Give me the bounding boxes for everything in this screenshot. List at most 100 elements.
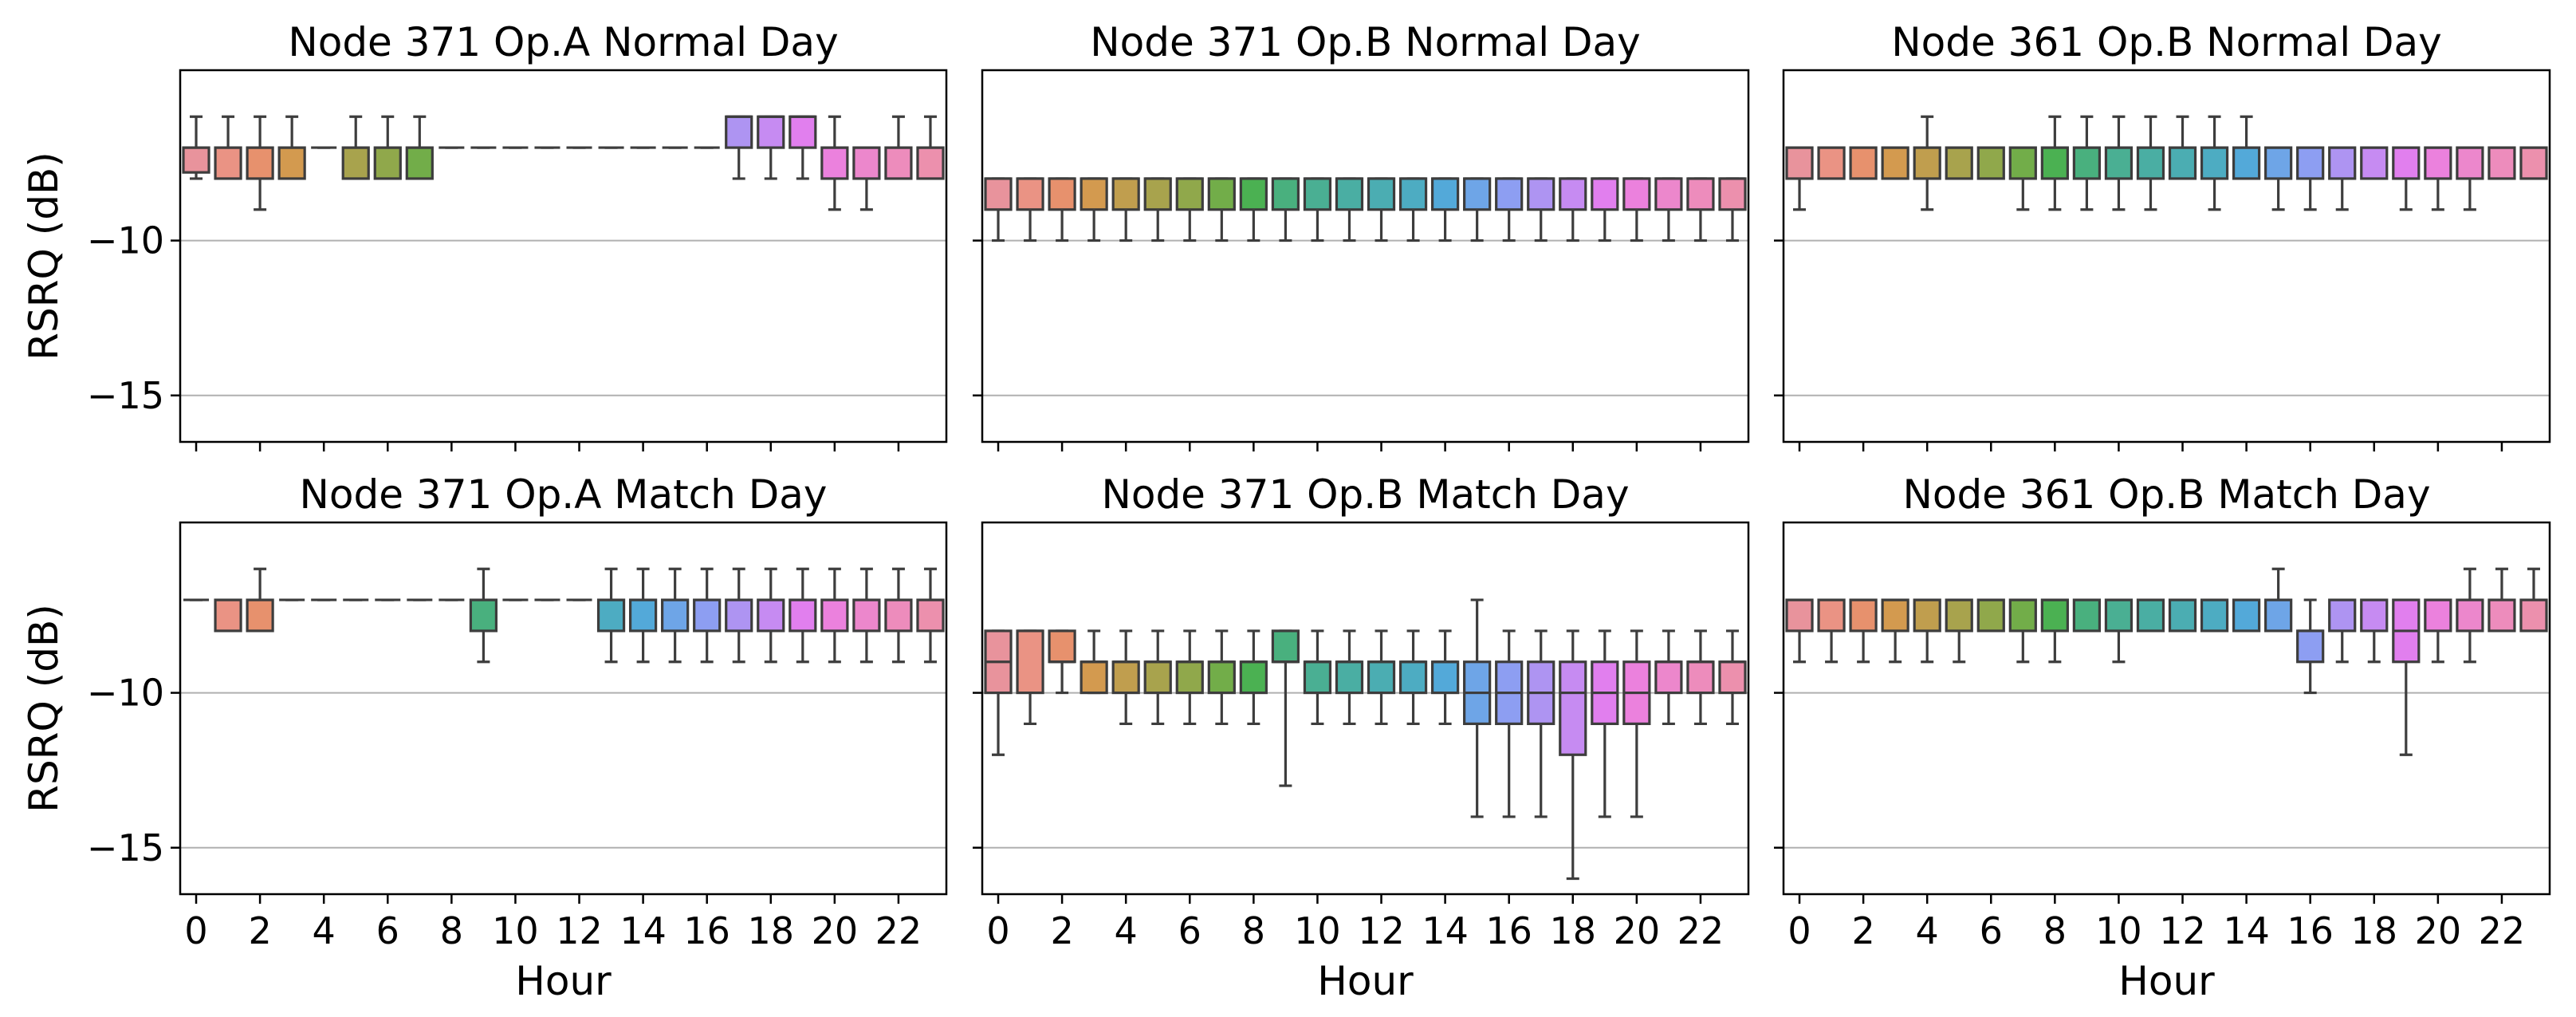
box-hour-2 [1048,629,1076,664]
x-tick-label: 18 [2350,909,2397,952]
box-hour-7 [405,146,434,180]
box-hour-23 [1718,177,1747,211]
box-hour-18 [757,598,785,633]
x-tick-label: 16 [1485,909,1532,952]
box-hour-2 [246,598,274,633]
subplot-title: Node 371 Op.B Match Day [1101,471,1629,518]
box-hour-17 [1527,177,1555,211]
box-hour-20 [1622,177,1651,211]
subplot-2: Node 371 Op.B Normal Day [973,19,1750,451]
box-hour-5 [1945,146,1973,180]
x-tick-label: 2 [1050,909,1073,952]
x-tick-label: 20 [1614,909,1661,952]
box-hour-15 [661,598,690,633]
box-hour-4 [1111,660,1140,695]
box-hour-4 [1913,146,1941,180]
box-hour-8 [2040,146,2069,180]
box-hour-19 [2392,146,2421,180]
y-axis-label: RSRQ (dB) [21,604,67,813]
box-hour-10 [1303,660,1332,695]
box-hour-21 [2456,598,2484,633]
box-hour-15 [2264,598,2293,633]
x-tick-label: 6 [376,909,399,952]
box-hour-12 [1367,177,1396,211]
box-hour-15 [1463,177,1492,211]
box-hour-23 [1718,660,1747,695]
box-hour-7 [1207,660,1236,695]
box-hour-21 [852,146,881,180]
box-hour-11 [2136,598,2165,633]
box-hour-6 [1976,146,2005,180]
x-tick-label: 18 [747,909,794,952]
axes-frame [981,521,1750,896]
box-hour-11 [1335,660,1364,695]
box-hour-6 [1175,660,1204,695]
box-hour-10 [1303,177,1332,211]
x-tick-label: 22 [1677,909,1725,952]
box-hour-17 [2328,146,2357,180]
box-hour-22 [1686,177,1715,211]
axes-frame [179,69,948,443]
x-tick-label: 8 [2043,909,2067,952]
box-hour-5 [341,146,370,180]
box-hour-6 [1976,598,2005,633]
x-tick-label: 10 [1294,909,1341,952]
axes-frame [1782,521,2551,896]
x-tick-label: 12 [556,909,603,952]
box-hour-17 [725,115,753,149]
x-tick-label: 10 [2095,909,2142,952]
y-tick-label: −10 [87,672,164,715]
box-hour-5 [1143,660,1172,695]
box-hour-11 [1335,177,1364,211]
box-hour-6 [1175,177,1204,211]
box-hour-3 [1080,177,1108,211]
axes-frame [1782,69,2551,443]
subplot-3: Node 361 Op.B Normal Day [1774,19,2551,451]
box-hour-22 [884,146,913,180]
box-hour-13 [1398,177,1428,211]
box-hour-17 [2328,598,2357,633]
y-tick-label: −10 [87,219,164,262]
box-hour-9 [469,598,498,633]
box-hour-16 [1495,177,1524,211]
box-hour-18 [1559,660,1587,756]
subplot-title: Node 371 Op.A Match Day [300,471,828,518]
box-hour-8 [2040,598,2069,633]
box-hour-7 [1207,177,1236,211]
x-tick-label: 6 [1178,909,1201,952]
axes-frame [981,69,1750,443]
x-tick-label: 0 [1787,909,1811,952]
subplot-title: Node 361 Op.B Normal Day [1891,19,2441,65]
box-hour-10 [2104,598,2134,633]
x-tick-label: 16 [2287,909,2334,952]
box-hour-14 [2232,598,2261,633]
axes-frame [179,521,948,896]
box-hour-23 [2519,146,2548,180]
x-tick-label: 14 [1422,909,1469,952]
x-tick-label: 4 [1916,909,1939,952]
box-hour-12 [2168,146,2197,180]
box-hour-2 [246,146,274,180]
box-hour-20 [820,598,849,633]
box-hour-17 [725,598,753,633]
subplot-title: Node 361 Op.B Match Day [1902,471,2430,518]
x-tick-label: 2 [1851,909,1874,952]
box-hour-5 [1945,598,1973,633]
y-tick-label: −15 [87,826,164,869]
box-hour-14 [2232,146,2261,180]
box-hour-22 [2488,598,2516,633]
box-hour-3 [1881,598,1909,633]
box-hour-7 [2008,146,2037,180]
x-tick-label: 14 [2223,909,2270,952]
y-axis-label: RSRQ (dB) [21,152,67,361]
box-hour-11 [2136,146,2165,180]
box-hour-2 [1048,177,1076,211]
x-tick-label: 6 [1980,909,2003,952]
box-hour-0 [1785,146,1814,180]
x-tick-label: 12 [1358,909,1405,952]
x-tick-label: 8 [440,909,463,952]
box-hour-13 [596,598,626,633]
subplot-1: −10 −15 Node 371 Op.A Normal Day RSRQ (dB) [21,19,948,451]
box-hour-23 [2519,598,2548,633]
